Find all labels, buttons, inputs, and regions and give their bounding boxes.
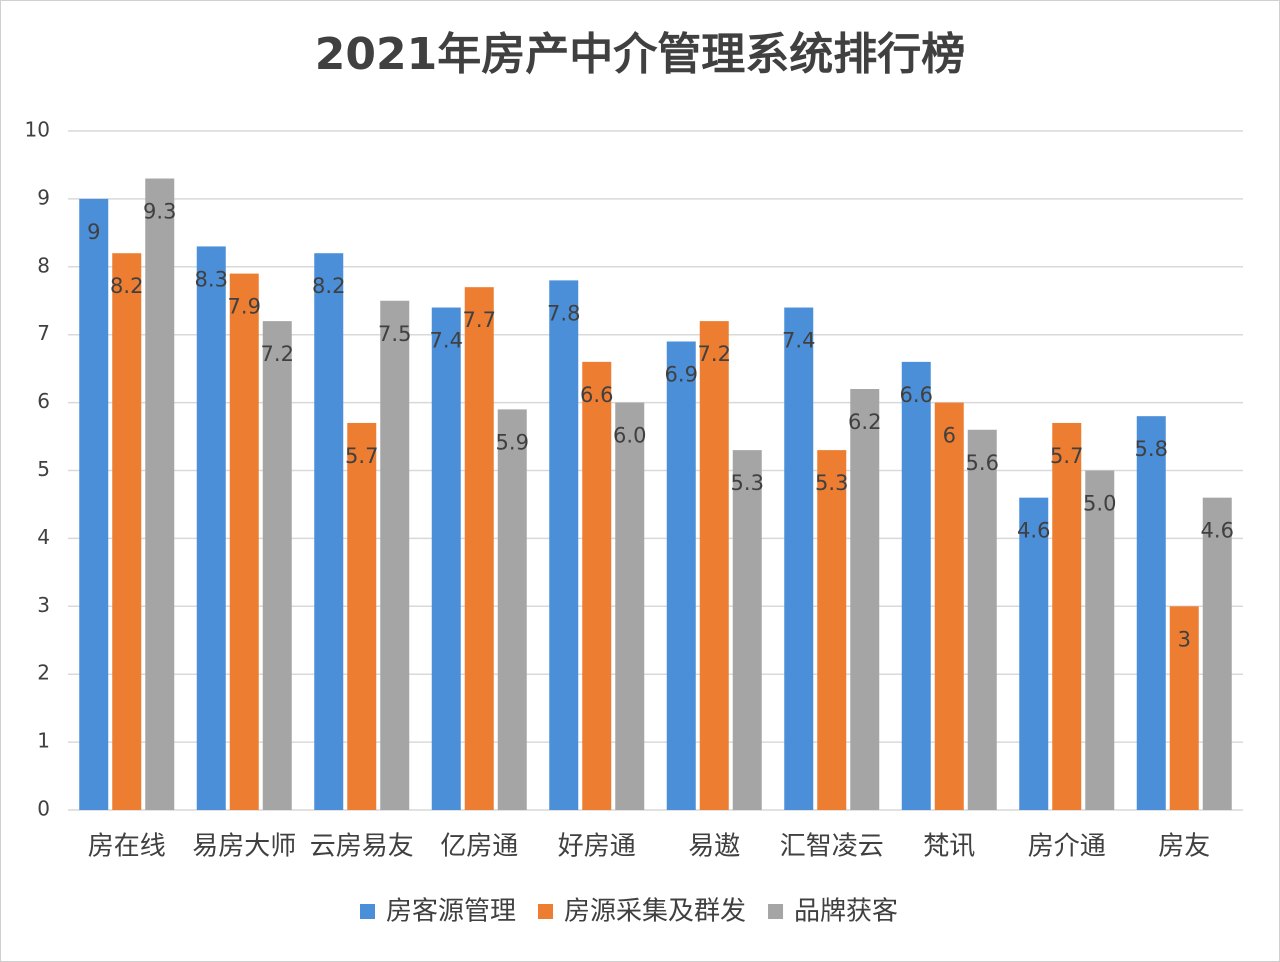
legend-label: 品牌获客 — [794, 897, 898, 927]
legend-label: 房客源管理 — [386, 897, 516, 927]
bar — [1085, 470, 1115, 810]
y-tick-label: 8 — [37, 253, 50, 277]
data-label: 5.3 — [731, 471, 764, 495]
x-tick-label: 好房通 — [558, 832, 636, 862]
bar — [699, 321, 729, 810]
data-label: 7.4 — [430, 329, 463, 353]
y-tick-label: 7 — [37, 321, 50, 345]
bar — [196, 246, 226, 810]
y-tick-label: 4 — [37, 525, 50, 549]
y-tick-label: 0 — [37, 797, 50, 821]
bar — [1136, 416, 1166, 810]
x-tick-label: 房介通 — [1028, 832, 1106, 862]
y-tick-label: 5 — [37, 457, 50, 481]
data-label: 6.6 — [900, 383, 933, 407]
y-tick-label: 9 — [37, 185, 50, 209]
data-label: 4.6 — [1017, 519, 1050, 543]
bar — [229, 273, 259, 811]
bar — [431, 307, 461, 810]
x-tick-label: 梵讯 — [923, 832, 975, 862]
legend-swatch — [360, 904, 375, 919]
data-label: 8.3 — [195, 267, 228, 291]
legend-label: 房源采集及群发 — [564, 897, 746, 927]
y-tick-label: 3 — [37, 593, 50, 617]
data-label: 5.9 — [496, 430, 529, 454]
x-tick-label: 易房大师 — [192, 832, 296, 862]
data-label: 7.8 — [547, 301, 580, 325]
x-tick-label: 易遨 — [688, 832, 740, 862]
chart-title: 2021年房产中介管理系统排行榜 — [315, 29, 965, 80]
bar — [1019, 497, 1049, 810]
y-tick-label: 1 — [37, 729, 50, 753]
data-label: 5.3 — [815, 471, 848, 495]
bar — [464, 287, 494, 810]
bar — [817, 450, 847, 810]
bar — [850, 389, 880, 810]
data-label: 5.0 — [1083, 492, 1116, 516]
bar — [615, 402, 645, 810]
legend-swatch — [538, 904, 554, 919]
data-label: 7.9 — [228, 295, 261, 319]
bar — [145, 178, 175, 810]
y-tick-label: 2 — [37, 661, 50, 685]
data-label: 7.4 — [782, 329, 815, 353]
data-label: 6.6 — [580, 383, 613, 407]
y-tick-label: 10 — [25, 118, 50, 142]
bar — [549, 280, 579, 810]
bar — [666, 341, 696, 810]
data-label: 7.2 — [698, 342, 731, 366]
bar — [1169, 606, 1199, 810]
x-tick-label: 汇智凌云 — [780, 832, 884, 862]
data-label: 7.7 — [463, 308, 496, 332]
bar — [79, 198, 109, 810]
data-label: 6.2 — [848, 410, 881, 434]
data-label: 4.6 — [1201, 519, 1234, 543]
data-label: 6 — [943, 424, 956, 448]
data-label: 5.8 — [1135, 437, 1168, 461]
bar — [967, 429, 997, 810]
bar — [262, 321, 292, 810]
data-label: 9 — [87, 220, 100, 244]
x-tick-label: 房友 — [1158, 832, 1210, 862]
x-tick-label: 房在线 — [88, 832, 166, 862]
bar — [934, 402, 964, 810]
data-label: 8.2 — [110, 274, 143, 298]
data-label: 8.2 — [312, 274, 345, 298]
data-label: 3 — [1178, 627, 1191, 651]
legend: 房客源管理 房源采集及群发 品牌获客 — [360, 897, 898, 927]
data-label: 6.0 — [613, 424, 646, 448]
bar — [380, 300, 410, 810]
data-label: 7.2 — [261, 342, 294, 366]
bar — [497, 409, 527, 810]
data-label: 6.9 — [665, 362, 698, 386]
legend-swatch — [768, 904, 784, 919]
data-label: 5.6 — [966, 451, 999, 475]
bar — [1052, 422, 1082, 810]
bar — [314, 253, 344, 811]
bar — [347, 422, 377, 810]
data-label: 5.7 — [1050, 444, 1083, 468]
bar — [901, 361, 931, 810]
y-tick-label: 6 — [37, 389, 50, 413]
data-label: 9.3 — [143, 200, 176, 224]
bar — [582, 361, 612, 810]
bar — [784, 307, 814, 810]
bar — [112, 253, 142, 811]
data-label: 5.7 — [345, 444, 378, 468]
data-label: 7.5 — [378, 322, 411, 346]
bar — [732, 450, 762, 810]
x-tick-label: 云房易友 — [310, 832, 414, 862]
x-tick-label: 亿房通 — [440, 832, 518, 862]
bar — [1202, 497, 1232, 810]
